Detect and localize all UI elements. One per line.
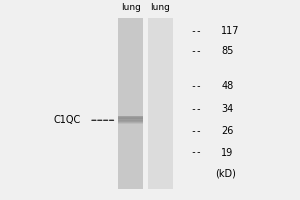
Text: 26: 26 [221,126,234,136]
Text: --: -- [190,148,202,158]
Bar [118,121,143,124]
Bar [118,120,143,123]
Text: 85: 85 [221,46,234,56]
Text: --: -- [190,46,202,56]
Bar [118,18,143,189]
Text: --: -- [190,104,202,114]
Text: 19: 19 [221,148,234,158]
Text: 34: 34 [221,104,234,114]
Bar [118,118,143,122]
Bar [118,116,143,119]
Bar [118,117,143,121]
Text: (kD): (kD) [215,168,236,178]
Text: 117: 117 [221,26,240,36]
Text: --: -- [190,126,202,136]
Text: lung: lung [121,3,141,12]
Text: --: -- [190,26,202,36]
Bar [148,18,173,189]
Text: lung: lung [151,3,170,12]
Text: --: -- [190,81,202,91]
Text: C1QC: C1QC [53,115,80,125]
Text: 48: 48 [221,81,234,91]
